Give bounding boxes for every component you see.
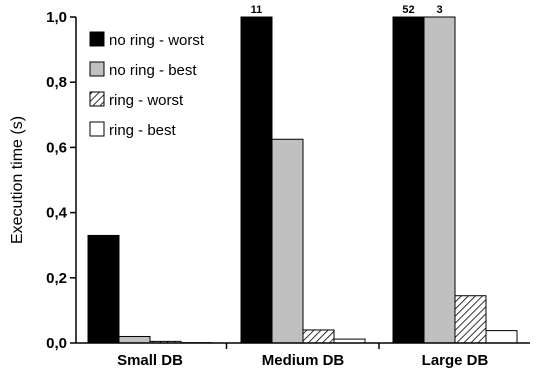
y-axis-title: Execution time (s)	[9, 116, 26, 244]
data-label: 52	[402, 4, 414, 16]
y-tick-label: 0,8	[46, 74, 67, 91]
data-label: 11	[251, 4, 263, 16]
legend-swatch	[90, 92, 104, 106]
y-tick-label: 0,0	[46, 335, 67, 352]
data-label: 3	[436, 4, 442, 16]
legend-label: no ring - best	[109, 62, 197, 79]
bar-no-ring-best-medium-db	[272, 139, 303, 343]
bar-ring-worst-medium-db	[303, 330, 334, 343]
bar-no-ring-worst-large-db	[393, 17, 424, 343]
x-category-label: Medium DB	[262, 352, 345, 369]
y-tick-label: 0,4	[46, 205, 68, 222]
y-tick-label: 0,6	[46, 139, 67, 156]
y-tick-label: 0,2	[46, 270, 67, 287]
plot-area: Execution time (s) 0,0 0,2 0,4 0,6 0,8 1,0 Smal…	[9, 4, 530, 369]
legend-swatch	[90, 32, 104, 46]
legend-label: ring - worst	[109, 92, 184, 109]
legend-label: no ring - worst	[109, 32, 205, 49]
y-tick-label: 1,0	[46, 9, 67, 26]
legend-swatch	[90, 122, 104, 136]
bar-ring-best-large-db	[486, 331, 517, 343]
bar-no-ring-worst-small-db	[88, 235, 119, 343]
legend-swatch	[90, 62, 104, 76]
legend-label: ring - best	[109, 122, 177, 139]
x-category-label: Small DB	[117, 352, 183, 369]
x-category-label: Large DB	[422, 352, 489, 369]
bar-ring-worst-large-db	[455, 296, 486, 343]
bar-no-ring-best-large-db	[424, 17, 455, 343]
legend: no ring - worst no ring - best ring - wors…	[90, 32, 205, 139]
bar-no-ring-best-small-db	[119, 336, 150, 343]
bar-no-ring-worst-medium-db	[241, 17, 272, 343]
